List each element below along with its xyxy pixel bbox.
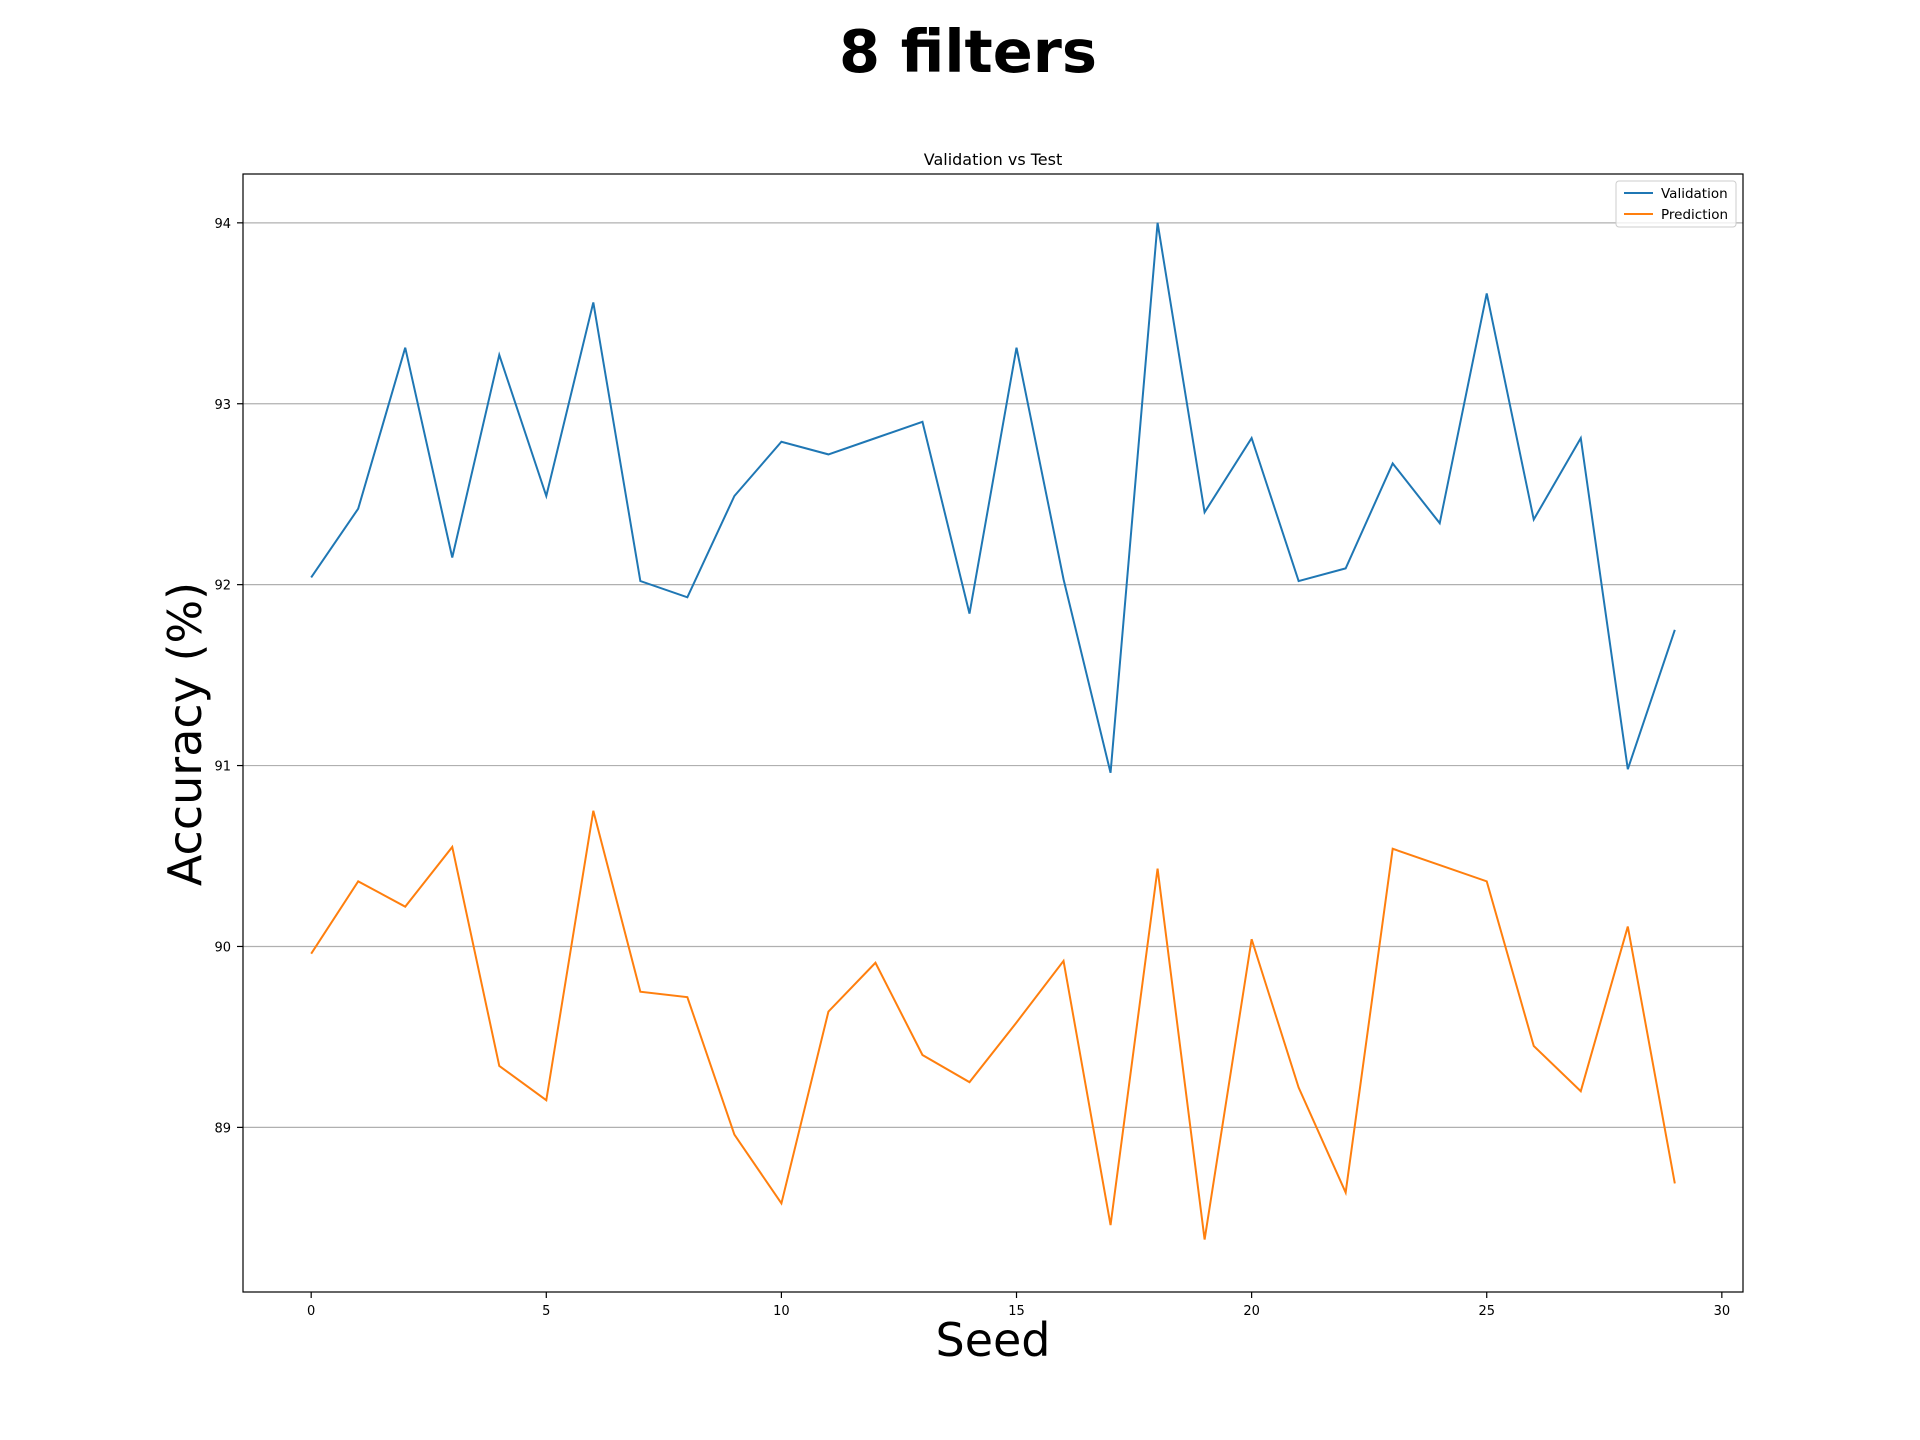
x-tick-label: 0 xyxy=(307,1304,315,1319)
y-axis-label: Accuracy (%) xyxy=(158,582,212,886)
series-lines xyxy=(310,222,1676,1240)
y-tick-label: 90 xyxy=(214,940,231,955)
x-tick-label: 30 xyxy=(1714,1304,1731,1319)
series-line-validation xyxy=(310,222,1676,774)
x-tick-label: 10 xyxy=(773,1304,790,1319)
y-tick-label: 89 xyxy=(214,1121,231,1136)
x-tick-label: 20 xyxy=(1243,1304,1260,1319)
x-tick-label: 15 xyxy=(1008,1304,1025,1319)
legend-label: Prediction xyxy=(1661,207,1728,223)
figure-title: 8 filters xyxy=(839,17,1097,86)
y-tick-label: 93 xyxy=(214,398,231,413)
series-line-prediction xyxy=(310,810,1676,1240)
x-axis-ticks: 0 5 10 15 20 25 30 xyxy=(307,1292,1730,1319)
y-tick-label: 91 xyxy=(214,760,231,775)
y-tick-label: 92 xyxy=(214,579,231,594)
x-tick-label: 5 xyxy=(542,1304,550,1319)
x-tick-label: 25 xyxy=(1478,1304,1495,1319)
legend: Validation Prediction xyxy=(1615,180,1737,228)
chart-title: Validation vs Test xyxy=(924,150,1063,169)
y-axis-ticks: 89 90 91 92 93 94 xyxy=(214,217,243,1136)
x-axis-label: Seed xyxy=(936,1313,1051,1367)
y-tick-label: 94 xyxy=(214,217,231,232)
plot-frame xyxy=(242,173,1744,1293)
legend-label: Validation xyxy=(1661,186,1728,202)
gridlines xyxy=(243,222,1743,1128)
